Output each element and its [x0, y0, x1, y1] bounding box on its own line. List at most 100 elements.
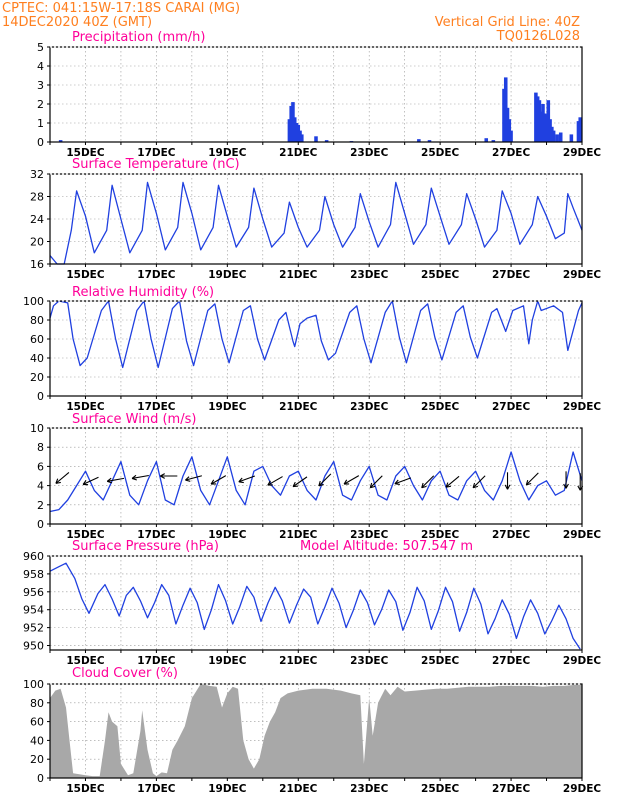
- precip-bar: [484, 138, 489, 142]
- y-tick-label: 32: [30, 168, 44, 181]
- y-tick-label: 24: [30, 213, 44, 226]
- wind-arrow-head: [370, 485, 376, 489]
- y-tick-label: 0: [37, 518, 44, 531]
- wind-arrow: [394, 477, 412, 486]
- wind-arrow: [292, 476, 308, 488]
- x-tick-label: 19DEC: [208, 269, 247, 281]
- panel-pressure: Surface Pressure (hPa) Model Altitude: 5…: [72, 539, 473, 554]
- x-tick-label: 29DEC: [563, 269, 602, 281]
- panel-humidity: Relative Humidity (%): [72, 285, 214, 300]
- x-tick-label: 23DEC: [350, 269, 389, 281]
- wind-arrow-shaft: [267, 476, 283, 486]
- y-tick-label: 956: [23, 586, 44, 599]
- wind-arrow: [131, 474, 149, 481]
- wind-arrow-head: [106, 477, 112, 482]
- wind-arrow-head: [267, 480, 271, 486]
- y-tick-label: 0: [37, 772, 44, 785]
- x-tick-label: 29DEC: [563, 147, 602, 159]
- y-tick-label: 960: [23, 550, 44, 563]
- wind-arrow-shaft: [343, 475, 360, 485]
- x-tick-label: 21DEC: [279, 783, 318, 795]
- x-tick-label: 15DEC: [66, 269, 105, 281]
- precip-bar: [569, 134, 574, 142]
- y-tick-label: 1: [37, 117, 44, 130]
- wind-arrow-head: [421, 485, 427, 489]
- y-tick-label: 0: [37, 390, 44, 403]
- wind-arrow-shaft: [318, 473, 332, 487]
- wind-arrow-shaft: [185, 475, 202, 481]
- series-line-temp: [49, 181, 583, 265]
- wind-arrow-head: [185, 476, 190, 481]
- x-tick-label: 19DEC: [208, 783, 247, 795]
- wind-arrow-head: [131, 474, 137, 479]
- x-tick-label: 27DEC: [492, 529, 531, 541]
- x-tick-label: 17DEC: [137, 783, 176, 795]
- wind-arrow-shaft: [292, 476, 308, 488]
- x-tick-label: 23DEC: [350, 655, 389, 667]
- wind-arrow-head: [472, 482, 476, 488]
- wind-arrow-head: [82, 480, 87, 485]
- wind-arrow-head: [293, 485, 299, 488]
- y-tick-label: 2: [37, 499, 44, 512]
- precip-bar: [324, 140, 329, 142]
- temperature-title: Surface Temperature (nC): [72, 157, 240, 172]
- x-tick-label: 27DEC: [492, 655, 531, 667]
- grid-press: [50, 556, 582, 650]
- x-tick-label: 21DEC: [279, 529, 318, 541]
- x-tick-label: 23DEC: [350, 529, 389, 541]
- y-tick-label: 952: [23, 622, 44, 635]
- precip-bar: [535, 96, 540, 142]
- precip-bar: [417, 139, 421, 142]
- x-tick-label: 25DEC: [421, 783, 460, 795]
- wind-arrow-shaft: [210, 475, 227, 485]
- y-tick-label: 16: [30, 258, 44, 271]
- wind-arrow-shaft: [238, 475, 256, 483]
- y-tick-label: 0: [37, 136, 44, 149]
- x-tick-label: 17DEC: [137, 655, 176, 667]
- x-tick-label: 15DEC: [66, 783, 105, 795]
- series-line-press: [49, 562, 581, 650]
- model-code: TQ0126L028: [496, 29, 580, 44]
- x-tick-label: 25DEC: [421, 147, 460, 159]
- x-tick-label: 15DEC: [66, 655, 105, 667]
- wind-arrow-head: [107, 480, 113, 484]
- wind-arrow-head: [343, 479, 348, 485]
- wind-arrow-shaft: [82, 476, 99, 485]
- x-tick-label: 17DEC: [137, 147, 176, 159]
- x-tick-label: 21DEC: [279, 269, 318, 281]
- wind-arrow: [369, 475, 383, 489]
- wind-arrow: [563, 471, 569, 489]
- wind-arrow-head: [504, 484, 509, 490]
- precip-bar: [548, 119, 552, 142]
- y-tick-label: 8: [37, 441, 44, 454]
- precip-bar: [491, 140, 496, 142]
- wind-arrow-shaft: [107, 477, 125, 482]
- precip-bar: [314, 136, 318, 142]
- wind-arrow-head: [445, 482, 449, 488]
- y-tick-label: 4: [37, 60, 44, 73]
- x-tick-label: 21DEC: [279, 655, 318, 667]
- chart-cloud: 0 20 40 60 80 100 15DEC 17DEC 19DEC 21DEC 23DEC 25D…: [23, 678, 601, 795]
- x-tick-label: 29DEC: [563, 655, 602, 667]
- chart-temp: 16 20 24 28 32 15DEC 17DEC 19DEC 21DEC 23DEC 25DEC…: [30, 168, 601, 281]
- y-tick-label: 100: [23, 678, 44, 691]
- wind-arrow-head: [472, 485, 479, 489]
- wind-arrow-head: [421, 482, 424, 488]
- y-tick-label: 40: [30, 352, 44, 365]
- y-tick-label: 950: [23, 640, 44, 653]
- chart-press: 950 952 954 956 958 960 15DEC 17DEC 19DEC 21DEC 23…: [23, 550, 601, 667]
- wind-arrow: [525, 472, 539, 486]
- x-tick-label: 25DEC: [421, 269, 460, 281]
- wind-arrow: [82, 476, 99, 486]
- wind-arrow-shaft: [369, 475, 383, 489]
- y-tick-label: 28: [30, 191, 44, 204]
- panel-wind: Surface Wind (m/s): [72, 412, 196, 427]
- panel-cloud-cover: Cloud Cover (%): [72, 666, 178, 681]
- precip-bar: [300, 134, 304, 142]
- x-tick-label: 29DEC: [563, 529, 602, 541]
- x-tick-label: 27DEC: [492, 401, 531, 413]
- cloud-cover-title: Cloud Cover (%): [72, 666, 178, 681]
- wind-arrow: [445, 475, 460, 488]
- y-tick-label: 80: [30, 314, 44, 327]
